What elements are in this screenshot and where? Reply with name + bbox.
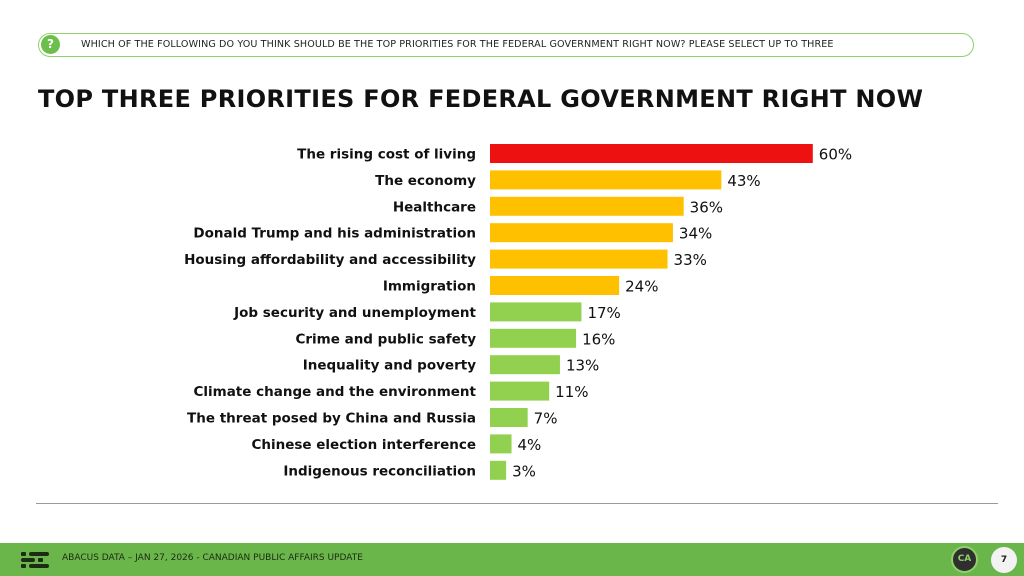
question-banner: ? WHICH OF THE FOLLOWING DO YOU THINK SH… bbox=[38, 33, 974, 57]
category-label: Indigenous reconciliation bbox=[283, 463, 476, 479]
value-label: 33% bbox=[674, 251, 707, 269]
category-label: Immigration bbox=[383, 279, 476, 295]
category-label: The economy bbox=[375, 173, 476, 189]
page-number: 7 bbox=[991, 547, 1017, 573]
bar bbox=[490, 408, 528, 427]
footer: ABACUS DATA – JAN 27, 2026 - CANADIAN PU… bbox=[0, 543, 1024, 576]
bar bbox=[490, 196, 684, 216]
value-label: 43% bbox=[727, 172, 760, 190]
bar bbox=[490, 170, 722, 190]
category-label: Crime and public safety bbox=[295, 331, 476, 347]
ca-badge: CA bbox=[951, 546, 978, 573]
bar bbox=[490, 302, 582, 322]
value-label: 7% bbox=[534, 410, 558, 428]
category-label: Healthcare bbox=[393, 199, 476, 215]
divider bbox=[36, 503, 998, 504]
category-label: Donald Trump and his administration bbox=[193, 226, 476, 242]
category-label: The rising cost of living bbox=[297, 147, 476, 163]
value-label: 4% bbox=[518, 436, 542, 454]
footer-text: ABACUS DATA – JAN 27, 2026 - CANADIAN PU… bbox=[62, 553, 363, 563]
value-label: 17% bbox=[587, 304, 620, 322]
value-label: 13% bbox=[566, 357, 599, 375]
value-label: 36% bbox=[690, 198, 723, 216]
bar bbox=[490, 460, 507, 480]
bar bbox=[490, 276, 620, 295]
page-title: TOP THREE PRIORITIES FOR FEDERAL GOVERNM… bbox=[38, 85, 924, 113]
value-label: 16% bbox=[582, 330, 615, 348]
category-label: Climate change and the environment bbox=[193, 384, 476, 400]
question-text: WHICH OF THE FOLLOWING DO YOU THINK SHOU… bbox=[81, 39, 834, 50]
category-label: The threat posed by China and Russia bbox=[187, 411, 476, 427]
category-label: Inequality and poverty bbox=[303, 358, 476, 374]
value-label: 34% bbox=[679, 225, 712, 243]
category-label: Chinese election interference bbox=[251, 437, 476, 453]
question-icon: ? bbox=[41, 35, 60, 54]
value-label: 60% bbox=[819, 146, 852, 164]
value-label: 3% bbox=[512, 462, 536, 480]
bar bbox=[490, 381, 550, 401]
category-label: Job security and unemployment bbox=[233, 305, 476, 321]
bar bbox=[490, 328, 577, 348]
bar bbox=[490, 249, 668, 269]
value-label: 24% bbox=[625, 278, 658, 296]
bar bbox=[490, 355, 560, 375]
category-label: Housing affordability and accessibility bbox=[184, 252, 476, 268]
bar-chart: The rising cost of living 60% The economy 4… bbox=[184, 144, 852, 480]
abacus-logo-icon bbox=[21, 552, 49, 568]
bar bbox=[490, 144, 813, 163]
bar bbox=[490, 223, 673, 243]
bar bbox=[490, 434, 512, 454]
value-label: 11% bbox=[555, 383, 588, 401]
